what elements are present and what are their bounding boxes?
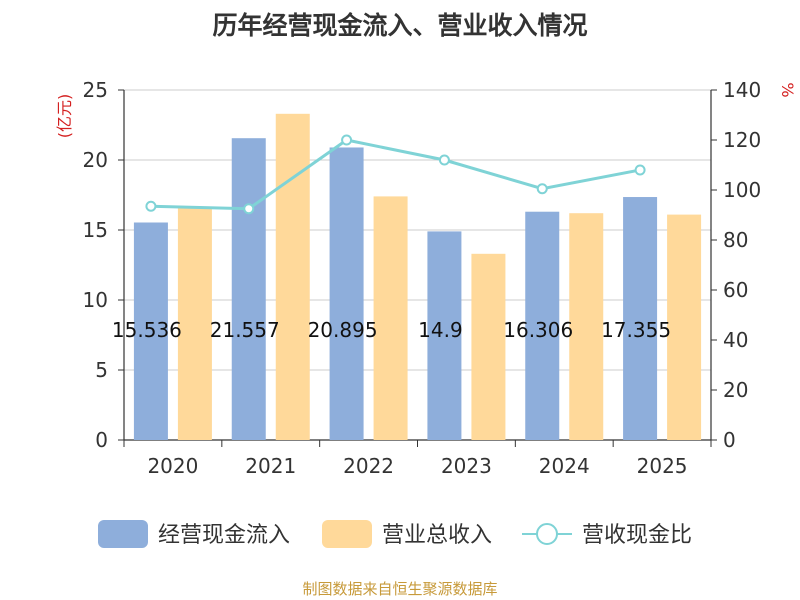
legend-swatch-cash-inflow (98, 520, 148, 548)
bar-cash-inflow (231, 138, 266, 440)
y-right-tick-label: 120 (723, 128, 761, 152)
bar-revenue (471, 253, 506, 440)
legend-label: 营收现金比 (582, 523, 692, 548)
bar-revenue (177, 207, 212, 440)
x-tick-label: 2025 (637, 454, 688, 478)
legend-label: 经营现金流入 (158, 523, 290, 548)
x-tick-label: 2023 (441, 454, 492, 478)
x-tick-label: 2024 (539, 454, 590, 478)
y-right-tick-label: 20 (723, 378, 748, 402)
bar-data-label: 17.355 (601, 318, 671, 342)
y-left-tick-label: 5 (95, 358, 108, 382)
bar-cash-inflow (525, 211, 560, 440)
legend-marker-ratio (536, 523, 558, 545)
y-left-tick-label: 0 (95, 428, 108, 452)
bar-cash-inflow (133, 222, 168, 440)
y-left-axis-label: (亿元) (55, 94, 74, 139)
ratio-point (243, 203, 255, 215)
y-left-tick-label: 10 (83, 288, 108, 312)
y-right-tick-label: 0 (723, 428, 736, 452)
y-left-tick-label: 20 (83, 148, 108, 172)
bar-cash-inflow (623, 197, 658, 440)
y-right-tick-label: 80 (723, 228, 748, 252)
y-right-tick-label: 100 (723, 178, 761, 202)
y-right-tick-label: 60 (723, 278, 748, 302)
y-left-tick-label: 25 (83, 78, 108, 102)
ratio-point (536, 183, 548, 195)
bar-data-label: 21.557 (210, 318, 280, 342)
ratio-point (341, 134, 353, 146)
chart-title: 历年经营现金流入、营业收入情况 (212, 11, 588, 40)
source-note: 制图数据来自恒生聚源数据库 (302, 580, 498, 598)
y-right-tick-label: 40 (723, 328, 748, 352)
legend-label: 营业总收入 (382, 523, 492, 548)
bar-data-label: 16.306 (503, 318, 573, 342)
bar-cash-inflow (427, 231, 462, 440)
x-tick-label: 2021 (245, 454, 296, 478)
bar-cash-inflow (329, 147, 364, 440)
bar-data-label: 15.536 (112, 318, 182, 342)
y-right-tick-label: 140 (723, 78, 761, 102)
bar-data-label: 14.9 (418, 318, 463, 342)
legend-swatch-revenue (322, 520, 372, 548)
ratio-point (145, 200, 157, 212)
ratio-line (150, 138, 641, 211)
bar-revenue (569, 213, 604, 440)
ratio-point (438, 154, 450, 166)
ratio-point (634, 164, 646, 176)
y-left-tick-label: 15 (83, 218, 108, 242)
x-tick-label: 2020 (147, 454, 198, 478)
bar-revenue (275, 113, 310, 441)
x-tick-label: 2022 (343, 454, 394, 478)
bar-revenue (373, 196, 408, 440)
bar-data-label: 20.895 (308, 318, 378, 342)
y-right-axis-label: % (778, 82, 797, 97)
bar-revenue (667, 214, 702, 440)
